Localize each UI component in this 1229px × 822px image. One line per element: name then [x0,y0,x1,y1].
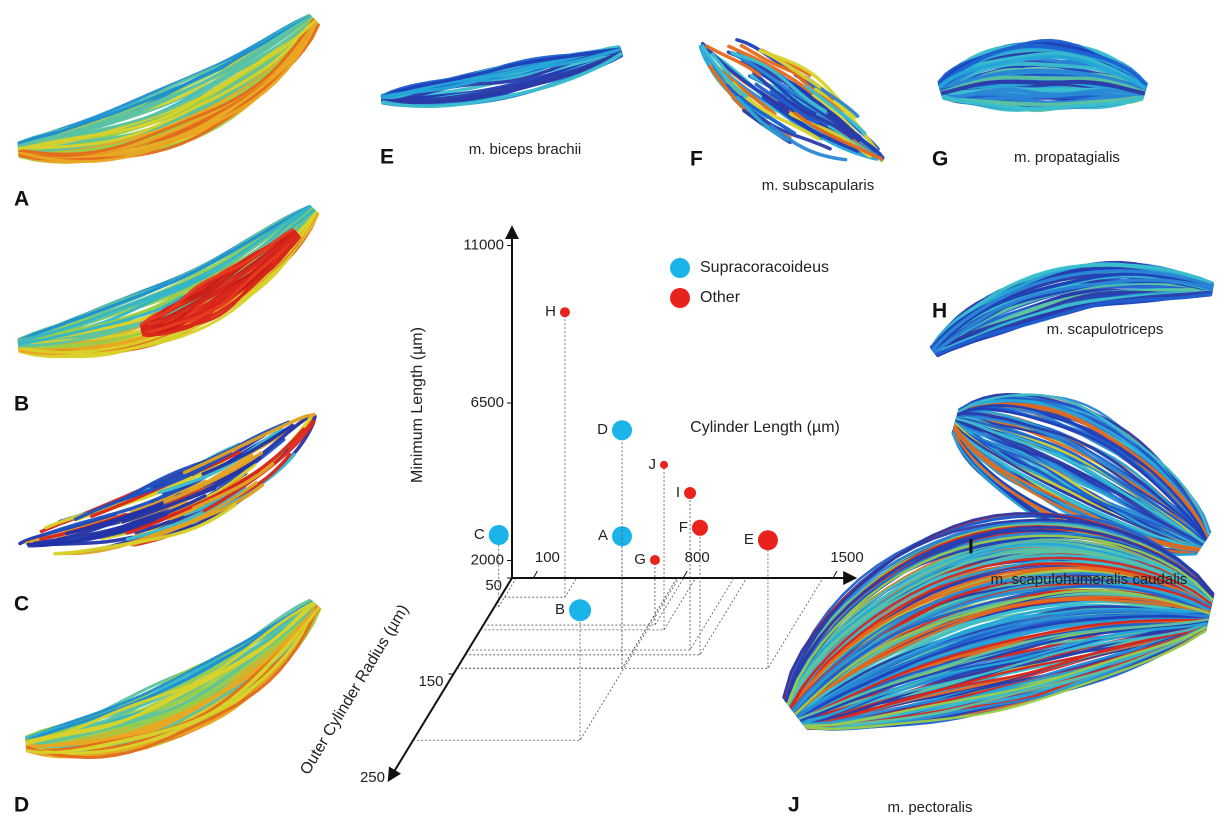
point-label: J [649,456,657,473]
point [650,555,660,565]
muscle-name: m. biceps brachii [469,141,582,158]
point [569,599,591,621]
y-tick-label: 6500 [471,394,504,411]
y-tick-label: 11000 [463,236,504,253]
floor-guide [468,578,734,650]
z-axis-title: Outer Cylinder Radius (µm) [297,602,412,778]
panel-label: J [788,794,800,817]
point [692,520,708,536]
point [612,420,632,440]
panel-label: A [14,188,29,211]
point-label: C [474,526,485,543]
x-tick [833,571,837,578]
point [489,525,509,545]
x-tick [533,571,537,578]
x-tick-label: 1500 [830,549,863,566]
floor-guide [413,578,679,740]
point-label: I [676,484,680,501]
point-label: F [679,519,688,536]
panel-label: B [14,393,29,416]
z-tick-label: 50 [485,577,502,594]
y-axis-title: Minimum Length (µm) [409,327,426,483]
point-label: G [634,551,646,568]
floor-guide [465,578,747,655]
point [684,487,696,499]
point-label: D [597,421,608,438]
point [758,530,778,550]
legend-label: Other [700,289,741,306]
panel-label: E [380,146,394,169]
muscle-name: m. propatagialis [1014,149,1120,166]
panel-label: I [968,536,974,559]
muscle-name: m. pectoralis [887,799,972,816]
point-label: E [744,531,754,548]
muscle-name: m. scapulotriceps [1047,321,1164,338]
point-label: B [555,601,565,618]
x-axis-title: Cylinder Length (µm) [690,419,840,436]
figure: 1008001500200065001100050150250Cylinder … [0,0,1229,822]
muscle-name: m. subscapularis [762,177,875,194]
panel-label: F [690,148,703,171]
point-label: A [598,527,608,544]
legend-label: Supracoracoideus [700,259,829,276]
z-tick-label: 150 [418,673,443,690]
panel-label: D [14,794,29,817]
point [660,461,668,469]
panel-label: H [932,300,947,323]
x-tick-label: 800 [685,549,710,566]
z-tick-label: 250 [360,769,385,786]
legend-marker [670,258,690,278]
fiber-renders [19,16,1213,758]
x-tick [683,571,687,578]
muscle-name: m. scapulohumeralis caudalis [991,571,1188,588]
x-tick-label: 100 [535,549,560,566]
panel-label: C [14,593,29,616]
panel-label: G [932,148,948,171]
legend-marker [670,288,690,308]
point [560,307,570,317]
point-label: H [545,303,556,320]
